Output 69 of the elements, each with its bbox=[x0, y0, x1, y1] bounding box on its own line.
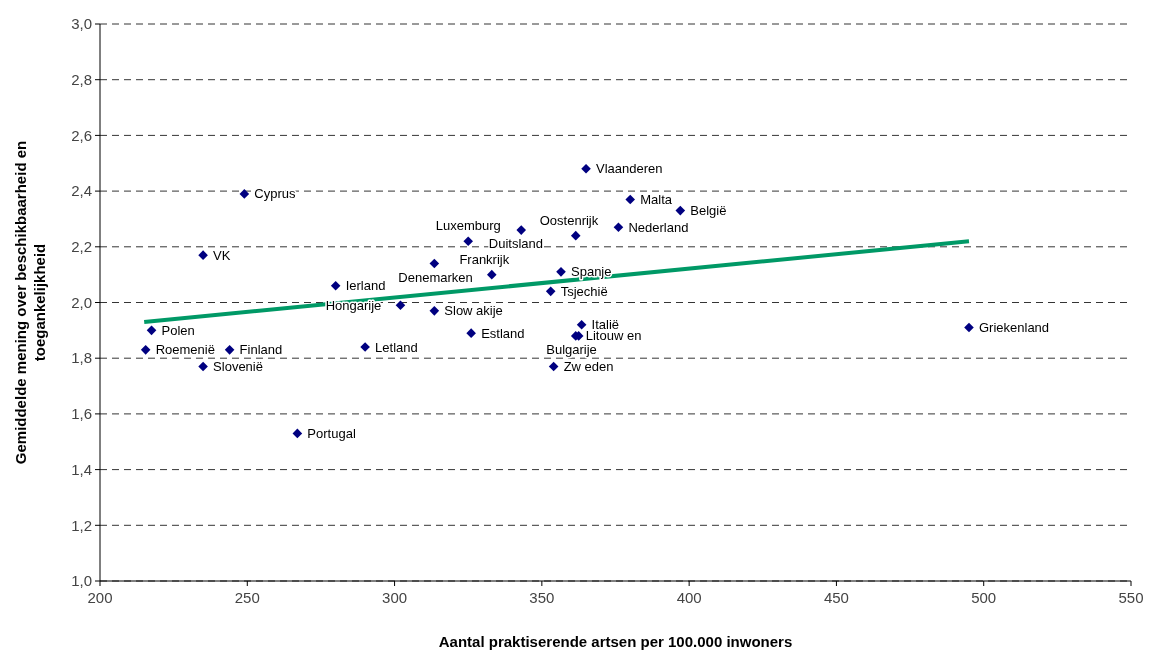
point bbox=[964, 322, 974, 333]
annotation: Duitsland bbox=[488, 236, 544, 252]
annotation: Malta bbox=[640, 191, 673, 207]
annotation: Finland bbox=[239, 342, 283, 358]
x-tick-label: 250 bbox=[234, 589, 260, 606]
annotation: Spanje bbox=[571, 264, 612, 280]
point bbox=[140, 345, 151, 355]
x-tick-label: 300 bbox=[382, 589, 408, 606]
annotation: Roemenië bbox=[155, 342, 215, 358]
annotation: Nederland bbox=[628, 219, 689, 235]
y-axis-title: Gemiddelde mening over beschikbaarheid en toegankelijkheid bbox=[12, 140, 48, 465]
annotation: Vlaanderen bbox=[596, 161, 663, 177]
y-tick-label: 1,8 bbox=[71, 349, 92, 367]
y-tick-label: 2,2 bbox=[71, 238, 92, 256]
annotation: Zw eden bbox=[563, 359, 614, 375]
annotation: Portugal bbox=[307, 425, 356, 441]
annotation: Estland bbox=[481, 325, 525, 341]
x-tick-label: 400 bbox=[676, 589, 702, 606]
annotation: Slow akije bbox=[444, 303, 503, 319]
point bbox=[675, 205, 686, 216]
x-tick-label: 500 bbox=[971, 589, 997, 606]
annotation: Luxemburg bbox=[435, 218, 501, 234]
point bbox=[625, 194, 636, 205]
annotation: Tsjechië bbox=[560, 283, 608, 299]
y-tick-label: 1,4 bbox=[71, 460, 92, 478]
point bbox=[395, 300, 406, 311]
annotation: Cyprus bbox=[254, 186, 297, 202]
point bbox=[576, 319, 587, 330]
point bbox=[463, 236, 474, 247]
annotation: Ierland bbox=[345, 278, 386, 294]
annotation: Bulgarije bbox=[546, 341, 597, 357]
annotation: België bbox=[690, 203, 727, 219]
x-tick-label: 200 bbox=[87, 589, 113, 606]
point bbox=[146, 325, 157, 336]
point bbox=[581, 164, 591, 174]
point bbox=[239, 189, 250, 199]
annotation: VK bbox=[213, 247, 231, 263]
annotation: Slovenië bbox=[213, 359, 263, 375]
point bbox=[292, 428, 303, 439]
point bbox=[198, 361, 208, 372]
annotation: Polen bbox=[161, 322, 195, 338]
annotation: Frankrijk bbox=[459, 251, 510, 267]
annotation: Oostenrijk bbox=[539, 212, 599, 228]
y-tick-label: 3,0 bbox=[71, 15, 92, 33]
point bbox=[516, 225, 527, 235]
y-tick-label: 2,8 bbox=[71, 70, 92, 88]
point bbox=[466, 328, 476, 338]
annotation: Denemarken bbox=[398, 269, 473, 285]
y-tick-label: 1,0 bbox=[71, 572, 92, 590]
x-tick-label: 350 bbox=[529, 589, 555, 606]
x-tick-label: 550 bbox=[1118, 589, 1144, 606]
y-tick-label: 2,0 bbox=[71, 293, 92, 311]
x-tick-label: 450 bbox=[823, 589, 849, 606]
annotation: Letland bbox=[375, 339, 418, 355]
annotation: Litouw en bbox=[585, 328, 642, 344]
x-axis-title: Aantal praktiserende artsen per 100.000 inwoners bbox=[438, 633, 793, 650]
point bbox=[570, 230, 581, 241]
point bbox=[330, 280, 341, 291]
y-tick-label: 2,6 bbox=[71, 126, 92, 144]
point bbox=[224, 345, 235, 355]
point bbox=[198, 250, 208, 260]
y-tick-label: 1,6 bbox=[71, 405, 92, 423]
point bbox=[545, 286, 556, 297]
y-tick-label: 2,4 bbox=[71, 182, 92, 200]
point bbox=[613, 222, 624, 233]
point bbox=[429, 306, 440, 316]
point bbox=[486, 269, 497, 280]
y-tick-label: 1,2 bbox=[71, 516, 92, 534]
annotation: Griekenland bbox=[978, 320, 1050, 336]
